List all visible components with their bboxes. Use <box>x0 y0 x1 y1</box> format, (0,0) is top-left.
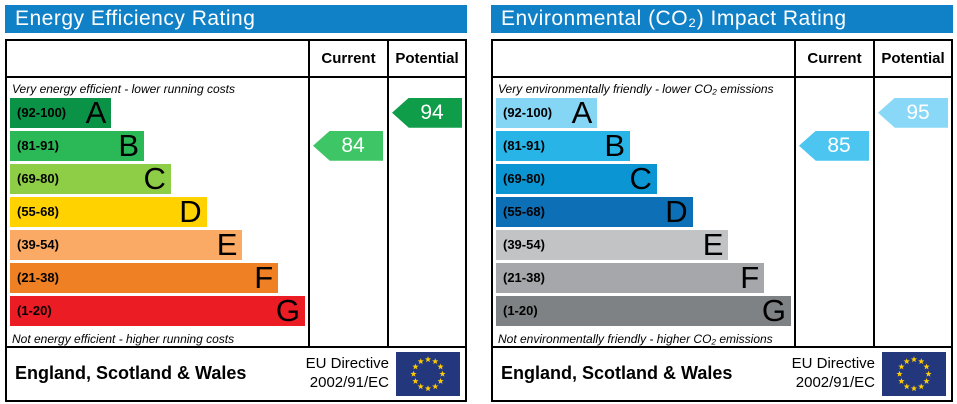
band-letter: E <box>216 226 238 262</box>
band-range-label: (69-80) <box>17 171 59 187</box>
band-letter: C <box>629 160 652 196</box>
table-body: Very energy efficient - lower running co… <box>7 77 465 346</box>
band-row-A: (92-100) A <box>10 94 112 130</box>
band-row-B: (81-91) B <box>10 127 145 163</box>
band-letter: G <box>275 292 301 328</box>
table-header: Current Potential <box>7 41 465 78</box>
column-header-current: Current <box>308 41 387 76</box>
band-list: (92-100) A (81-91) B (69-80) C (55-68) D (39-54)… <box>10 94 308 328</box>
band-letter: C <box>143 160 166 196</box>
band-row-F: (21-38) F <box>10 259 279 295</box>
band-row-G: (1-20) G <box>10 292 306 328</box>
eu-flag-icon <box>882 351 946 396</box>
current-rating-column: 84 <box>308 77 387 346</box>
band-row-G: (1-20) G <box>496 292 792 328</box>
band-letter: B <box>604 127 626 163</box>
current-rating-arrow: 85 <box>799 130 869 161</box>
band-chart-column: Very energy efficient - lower running co… <box>7 78 308 346</box>
band-range-label: (1-20) <box>17 303 52 319</box>
band-range-label: (21-38) <box>503 270 545 286</box>
band-range-label: (55-68) <box>17 204 59 220</box>
band-letter: D <box>179 193 202 229</box>
current-rating-arrow: 84 <box>313 130 383 161</box>
table-footer: England, Scotland & Wales EU Directive 2… <box>7 345 465 400</box>
band-range-label: (55-68) <box>503 204 545 220</box>
eu-directive-label: EU Directive 2002/91/EC <box>791 355 875 391</box>
band-row-F: (21-38) F <box>496 259 765 295</box>
band-letter: G <box>761 292 787 328</box>
band-range-label: (39-54) <box>17 237 59 253</box>
energy-efficiency-panel: Energy Efficiency Rating Current Potenti… <box>5 5 467 402</box>
top-note: Very energy efficient - lower running co… <box>12 81 235 96</box>
eu-flag-icon <box>396 351 460 396</box>
column-header-current: Current <box>794 41 873 76</box>
band-letter: A <box>571 94 593 130</box>
band-row-D: (55-68) D <box>10 193 207 229</box>
rating-table: Current Potential Very environmentally f… <box>491 39 953 402</box>
rating-table: Current Potential Very energy efficient … <box>5 39 467 402</box>
region-label: England, Scotland & Wales <box>501 363 733 384</box>
current-rating-column: 85 <box>794 77 873 346</box>
band-range-label: (21-38) <box>17 270 59 286</box>
bottom-note: Not environmentally friendly - higher CO… <box>498 331 773 346</box>
top-note: Very environmentally friendly - lower CO… <box>498 81 774 96</box>
potential-rating-column: 95 <box>873 77 951 346</box>
potential-rating-arrow: 94 <box>392 97 462 128</box>
potential-rating-arrow: 95 <box>878 97 948 128</box>
band-letter: D <box>665 193 688 229</box>
band-row-B: (81-91) B <box>496 127 631 163</box>
band-range-label: (81-91) <box>503 138 545 154</box>
band-row-A: (92-100) A <box>496 94 598 130</box>
table-body: Very environmentally friendly - lower CO… <box>493 77 951 346</box>
band-range-label: (92-100) <box>17 105 67 121</box>
header-spacer <box>493 41 794 76</box>
band-chart-column: Very environmentally friendly - lower CO… <box>493 78 794 346</box>
column-header-potential: Potential <box>387 41 465 76</box>
band-range-label: (1-20) <box>503 303 538 319</box>
band-row-D: (55-68) D <box>496 193 693 229</box>
band-range-label: (81-91) <box>17 138 59 154</box>
bottom-note: Not energy efficient - higher running co… <box>12 331 235 346</box>
table-footer: England, Scotland & Wales EU Directive 2… <box>493 345 951 400</box>
band-letter: F <box>254 259 274 295</box>
band-letter: F <box>740 259 760 295</box>
band-row-E: (39-54) E <box>496 226 729 262</box>
band-letter: B <box>118 127 140 163</box>
band-range-label: (92-100) <box>503 105 553 121</box>
region-label: England, Scotland & Wales <box>15 363 247 384</box>
band-letter: E <box>702 226 724 262</box>
band-list: (92-100) A (81-91) B (69-80) C (55-68) D (39-54)… <box>496 94 794 328</box>
band-row-C: (69-80) C <box>496 160 657 196</box>
potential-rating-column: 94 <box>387 77 465 346</box>
environmental-impact-panel: Environmental (CO₂) Impact Rating Curren… <box>491 5 953 402</box>
band-row-E: (39-54) E <box>10 226 243 262</box>
header-spacer <box>7 41 308 76</box>
column-header-potential: Potential <box>873 41 951 76</box>
eu-directive-label: EU Directive 2002/91/EC <box>305 355 389 391</box>
panel-title: Environmental (CO₂) Impact Rating <box>491 5 953 33</box>
band-row-C: (69-80) C <box>10 160 171 196</box>
panel-title: Energy Efficiency Rating <box>5 5 467 33</box>
table-header: Current Potential <box>493 41 951 78</box>
band-range-label: (39-54) <box>503 237 545 253</box>
band-range-label: (69-80) <box>503 171 545 187</box>
band-letter: A <box>85 94 107 130</box>
